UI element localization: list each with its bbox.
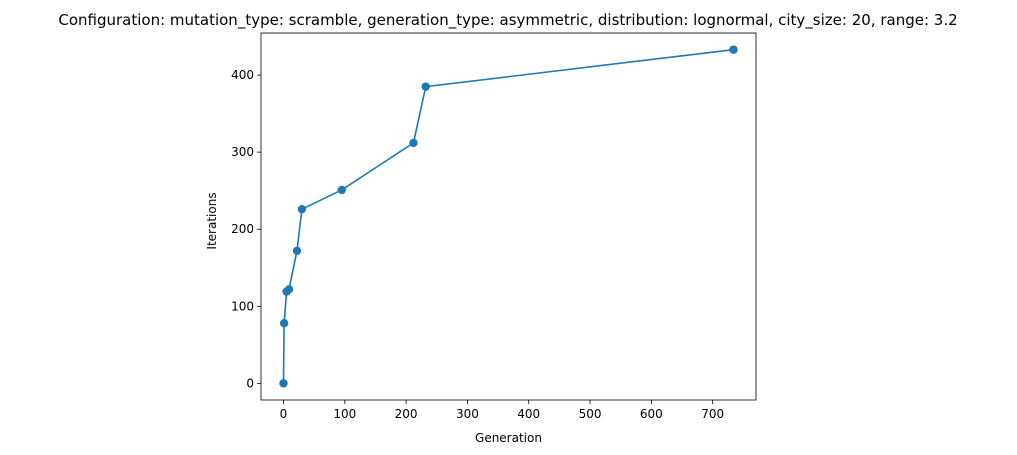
x-tick-label: 700 xyxy=(701,407,724,421)
data-point xyxy=(279,319,289,328)
series-line xyxy=(282,48,734,384)
data-point xyxy=(284,285,294,294)
y-tick-label: 200 xyxy=(231,222,254,236)
x-tick-label: 400 xyxy=(517,407,540,421)
x-tick-label: 100 xyxy=(333,407,356,421)
x-tick-label: 300 xyxy=(456,407,479,421)
data-point xyxy=(292,246,302,255)
x-axis-label: Generation xyxy=(475,431,542,445)
x-tick-label: 600 xyxy=(640,407,663,421)
x-tick-label: 0 xyxy=(280,407,288,421)
data-point xyxy=(279,379,288,388)
data-point xyxy=(729,45,738,54)
y-tick-label: 300 xyxy=(231,145,254,159)
chart-title: Configuration: mutation_type: scramble, … xyxy=(58,11,957,30)
x-tick-label: 200 xyxy=(395,407,418,421)
y-tick-label: 0 xyxy=(246,376,254,390)
data-point xyxy=(297,204,307,214)
plot-area: 0 100 200 300 400 500 600 700 0 100 200 300 400 xyxy=(231,32,757,421)
data-point xyxy=(421,82,430,91)
plot-frame xyxy=(260,32,757,401)
y-axis-label: Iterations xyxy=(205,192,219,249)
data-point xyxy=(409,138,418,148)
y-tick-label: 400 xyxy=(231,68,254,82)
data-point xyxy=(337,185,346,195)
x-tick-label: 500 xyxy=(579,407,602,421)
y-tick-label: 100 xyxy=(231,299,254,313)
